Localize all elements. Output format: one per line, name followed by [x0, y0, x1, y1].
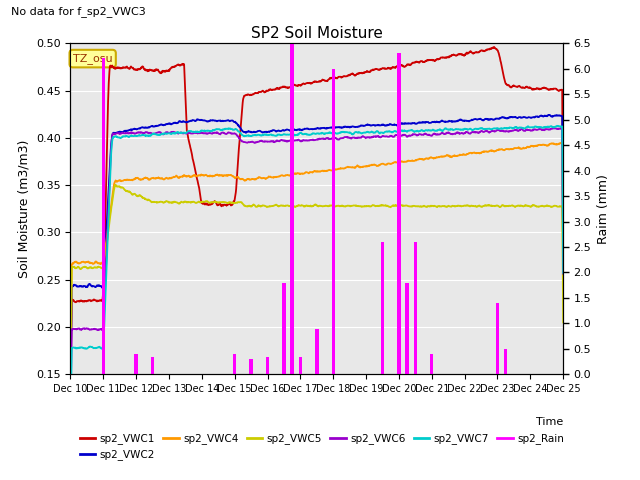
Bar [233, 354, 236, 374]
Bar [504, 349, 508, 374]
Text: TZ_osu: TZ_osu [73, 53, 113, 64]
Bar [397, 53, 401, 374]
Legend: sp2_VWC1, sp2_VWC2, sp2_VWC4, sp2_VWC5, sp2_VWC6, sp2_VWC7, sp2_Rain: sp2_VWC1, sp2_VWC2, sp2_VWC4, sp2_VWC5, … [76, 429, 568, 465]
Bar [250, 359, 253, 374]
Bar [282, 283, 285, 374]
Text: Time: Time [536, 418, 563, 428]
Bar [496, 303, 499, 374]
Bar [299, 357, 302, 374]
Bar [315, 328, 319, 374]
Y-axis label: Raim (mm): Raim (mm) [597, 174, 610, 244]
Bar [134, 354, 138, 374]
Title: SP2 Soil Moisture: SP2 Soil Moisture [251, 25, 383, 41]
Bar [266, 357, 269, 374]
Bar [405, 283, 409, 374]
Bar [413, 242, 417, 374]
Bar [291, 43, 294, 374]
Bar [151, 357, 154, 374]
Y-axis label: Soil Moisture (m3/m3): Soil Moisture (m3/m3) [17, 140, 30, 278]
Bar [381, 242, 384, 374]
Bar [102, 59, 105, 374]
Bar [430, 354, 433, 374]
Text: No data for f_sp2_VWC3: No data for f_sp2_VWC3 [12, 6, 146, 17]
Bar [332, 69, 335, 374]
